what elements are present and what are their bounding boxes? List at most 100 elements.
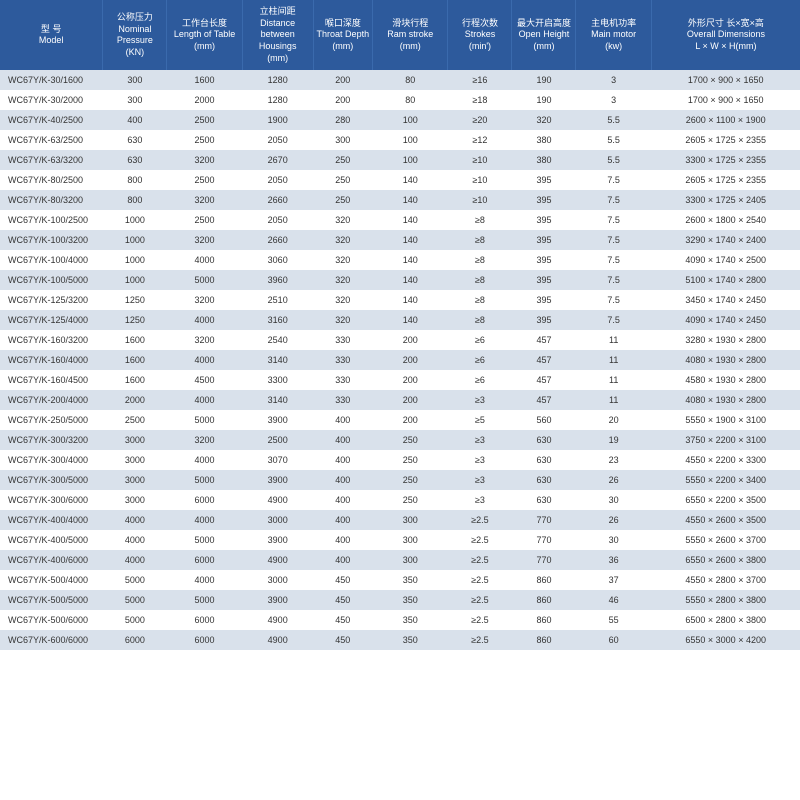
cell: ≥8 [448, 250, 512, 270]
cell: 350 [373, 630, 448, 650]
cell: 320 [313, 290, 372, 310]
col-header-6: 行程次数Strokes(min') [448, 0, 512, 70]
cell: 3070 [242, 450, 313, 470]
cell: 4900 [242, 630, 313, 650]
cell: 5000 [167, 530, 242, 550]
cell: 457 [512, 350, 576, 370]
cell: 100 [373, 150, 448, 170]
cell: 2600 × 1800 × 2540 [651, 210, 800, 230]
col-header-0: 型 号Model [0, 0, 103, 70]
cell: 4090 × 1740 × 2450 [651, 310, 800, 330]
cell: 2605 × 1725 × 2355 [651, 170, 800, 190]
cell: WC67Y/K-30/1600 [0, 70, 103, 90]
cell: 80 [373, 70, 448, 90]
cell: 140 [373, 250, 448, 270]
cell: WC67Y/K-500/5000 [0, 590, 103, 610]
cell: 7.5 [576, 230, 651, 250]
cell: 320 [313, 310, 372, 330]
cell: 3000 [103, 450, 167, 470]
cell: 5.5 [576, 150, 651, 170]
cell: 1700 × 900 × 1650 [651, 90, 800, 110]
cell: 330 [313, 390, 372, 410]
cell: 7.5 [576, 250, 651, 270]
cell: 320 [313, 210, 372, 230]
cell: 1600 [167, 70, 242, 90]
table-row: WC67Y/K-30/20003002000128020080≥18190317… [0, 90, 800, 110]
cell: 26 [576, 470, 651, 490]
cell: 3200 [167, 190, 242, 210]
table-row: WC67Y/K-30/16003001600128020080≥16190317… [0, 70, 800, 90]
header-unit: (kw) [578, 41, 648, 53]
cell: ≥10 [448, 190, 512, 210]
cell: 7.5 [576, 310, 651, 330]
cell: 400 [313, 470, 372, 490]
cell: 4550 × 2800 × 3700 [651, 570, 800, 590]
cell: 11 [576, 370, 651, 390]
cell: 200 [373, 410, 448, 430]
cell: 1250 [103, 310, 167, 330]
table-row: WC67Y/K-300/3200300032002500400250≥36301… [0, 430, 800, 450]
cell: 800 [103, 170, 167, 190]
cell: 770 [512, 550, 576, 570]
cell: 380 [512, 150, 576, 170]
cell: 320 [313, 250, 372, 270]
cell: 5000 [167, 470, 242, 490]
cell: 2050 [242, 170, 313, 190]
cell: 400 [313, 550, 372, 570]
cell: 80 [373, 90, 448, 110]
cell: WC67Y/K-80/3200 [0, 190, 103, 210]
cell: WC67Y/K-300/6000 [0, 490, 103, 510]
cell: 2050 [242, 210, 313, 230]
cell: 400 [313, 410, 372, 430]
cell: ≥2.5 [448, 530, 512, 550]
cell: 11 [576, 330, 651, 350]
header-en: Nominal Pressure [105, 24, 164, 47]
cell: 630 [512, 450, 576, 470]
cell: ≥10 [448, 150, 512, 170]
cell: 395 [512, 290, 576, 310]
cell: 3900 [242, 590, 313, 610]
cell: 1700 × 900 × 1650 [651, 70, 800, 90]
cell: 320 [313, 270, 372, 290]
cell: 2000 [103, 390, 167, 410]
cell: WC67Y/K-300/4000 [0, 450, 103, 470]
cell: 3280 × 1930 × 2800 [651, 330, 800, 350]
cell: 3200 [167, 230, 242, 250]
cell: WC67Y/K-30/2000 [0, 90, 103, 110]
table-row: WC67Y/K-500/4000500040003000450350≥2.586… [0, 570, 800, 590]
cell: 3 [576, 70, 651, 90]
cell: 3300 × 1725 × 2355 [651, 150, 800, 170]
header-unit: (min') [450, 41, 509, 53]
cell: 457 [512, 370, 576, 390]
cell: 630 [512, 470, 576, 490]
cell: WC67Y/K-100/3200 [0, 230, 103, 250]
cell: 300 [103, 70, 167, 90]
spec-table: 型 号Model公称压力Nominal Pressure(KN)工作台长度Len… [0, 0, 800, 650]
table-row: WC67Y/K-125/3200125032002510320140≥83957… [0, 290, 800, 310]
cell: 11 [576, 350, 651, 370]
cell: ≥3 [448, 430, 512, 450]
cell: 630 [512, 490, 576, 510]
cell: 140 [373, 210, 448, 230]
cell: 140 [373, 290, 448, 310]
cell: 400 [313, 530, 372, 550]
cell: 30 [576, 490, 651, 510]
cell: 457 [512, 390, 576, 410]
cell: 5000 [103, 570, 167, 590]
cell: 395 [512, 190, 576, 210]
cell: 1250 [103, 290, 167, 310]
cell: ≥6 [448, 370, 512, 390]
cell: 450 [313, 630, 372, 650]
cell: 1000 [103, 230, 167, 250]
cell: 3200 [167, 330, 242, 350]
cell: 7.5 [576, 170, 651, 190]
cell: 560 [512, 410, 576, 430]
cell: 860 [512, 590, 576, 610]
cell: WC67Y/K-100/5000 [0, 270, 103, 290]
table-row: WC67Y/K-400/6000400060004900400300≥2.577… [0, 550, 800, 570]
table-row: WC67Y/K-300/5000300050003900400250≥36302… [0, 470, 800, 490]
header-en: Throat Depth [316, 29, 370, 41]
cell: 2000 [167, 90, 242, 110]
cell: ≥2.5 [448, 630, 512, 650]
cell: ≥3 [448, 390, 512, 410]
